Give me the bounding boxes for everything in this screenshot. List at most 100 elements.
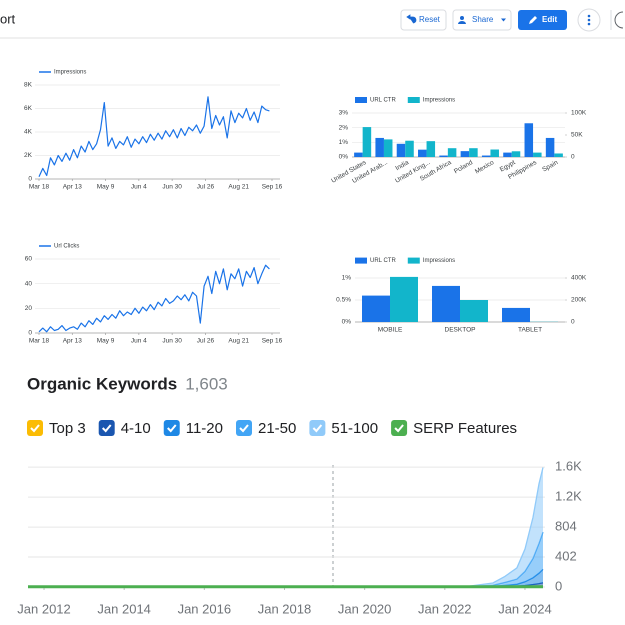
y-tick-label: 4K (24, 129, 33, 136)
x-tick-label: Apr 13 (63, 338, 83, 345)
bar (383, 139, 393, 157)
bar (490, 149, 499, 157)
share-button[interactable]: Share (452, 9, 512, 31)
legend-label: URL CTR (370, 98, 396, 104)
bar (502, 307, 530, 322)
section-title: Organic Keywords (27, 374, 177, 393)
section-count: 1,603 (185, 374, 228, 393)
y-tick-label: 1.2K (555, 489, 582, 504)
legend-toggle[interactable]: 4-10 (98, 420, 151, 437)
legend-label[interactable]: Top 3 (49, 420, 86, 437)
x-tick-label: MOBILE (378, 327, 403, 334)
y2-tick-label: 0 (571, 154, 575, 161)
bar (460, 300, 488, 322)
legend-checkbox[interactable] (391, 420, 408, 436)
series-line (38, 264, 270, 333)
x-tick-label: Sep 16 (262, 338, 283, 345)
bar (405, 140, 414, 157)
x-tick-label: Jan 2012 (17, 601, 71, 616)
legend-swatch (407, 97, 420, 103)
y-tick-label: 0 (555, 578, 562, 593)
legend-toggle[interactable]: 51-100 (309, 420, 378, 437)
legend-check (167, 424, 177, 433)
legend-label: Impressions (54, 70, 86, 76)
x-tick-label: Sep 16 (262, 184, 283, 191)
legend-checkbox[interactable] (98, 420, 115, 436)
cut-off-icon (614, 11, 624, 29)
bar (447, 148, 457, 157)
x-tick-label: Apr 13 (63, 184, 83, 191)
edit-label[interactable]: Edit (542, 15, 557, 24)
bar (524, 123, 534, 157)
bar (362, 295, 390, 322)
bar (432, 285, 460, 322)
y-tick-label: 402 (555, 548, 577, 563)
legend-label: URL CTR (370, 258, 396, 264)
x-tick-label: Jan 2024 (498, 601, 552, 616)
legend-checkbox[interactable] (163, 420, 180, 436)
x-tick-label: Mar 18 (29, 184, 50, 191)
legend-swatch (355, 257, 367, 264)
y-tick-label: 1.6K (555, 459, 582, 474)
x-tick-label: Mar 18 (29, 338, 50, 345)
legend-toggle[interactable]: SERP Features (391, 420, 517, 437)
legend-label: Impressions (423, 258, 455, 264)
y-tick-label: 20 (25, 305, 33, 312)
x-tick-label: Jun 30 (162, 184, 182, 191)
legend-label[interactable]: SERP Features (413, 420, 517, 437)
reset-label[interactable]: Reset (419, 15, 441, 24)
legend-check (101, 424, 112, 433)
y2-tick-label: 100K (571, 110, 587, 117)
y2-tick-label: 0 (571, 319, 575, 326)
legend-check (312, 424, 323, 433)
bar (354, 152, 363, 157)
y-tick-label: 1% (339, 139, 349, 146)
bar (545, 137, 555, 157)
y-tick-label: 40 (25, 280, 33, 287)
legend-label[interactable]: 51-100 (331, 420, 378, 437)
bar (390, 276, 418, 322)
x-tick-label: DESKTOP (445, 327, 476, 334)
y-tick-label: 0 (28, 330, 32, 337)
bar (426, 141, 436, 157)
bar (460, 151, 470, 157)
legend-swatch (407, 257, 420, 264)
legend-toggle[interactable]: 21-50 (236, 420, 296, 437)
legend-swatch (355, 97, 367, 103)
bar (554, 153, 563, 157)
bar (481, 155, 491, 157)
legend-label[interactable]: 11-20 (186, 420, 223, 437)
bar (418, 149, 427, 157)
x-tick-label: Jun 4 (131, 184, 147, 191)
legend-label[interactable]: 21-50 (258, 420, 296, 437)
bar (439, 155, 448, 157)
y2-tick-label: 50K (571, 132, 583, 139)
y-tick-label: 8K (24, 82, 33, 89)
y-tick-label: 3% (339, 110, 349, 117)
y-tick-label: 2% (339, 124, 349, 131)
x-tick-label: Jul 26 (197, 184, 215, 191)
x-tick-label: Aug 21 (228, 338, 249, 345)
x-tick-label: Jun 4 (131, 338, 147, 345)
legend-toggle[interactable]: 11-20 (163, 420, 223, 437)
x-tick-label: Aug 21 (228, 184, 249, 191)
y-tick-label: 0.5% (336, 297, 351, 304)
bar (375, 137, 384, 157)
legend-checkbox[interactable] (236, 420, 252, 436)
legend-checkbox[interactable] (27, 420, 43, 436)
more-button[interactable] (577, 8, 601, 32)
share-label[interactable]: Share (472, 15, 494, 24)
y-tick-label: 6K (24, 105, 33, 112)
edit-button[interactable]: Edit (518, 10, 567, 30)
legend-check (30, 424, 40, 433)
bar (503, 152, 512, 157)
legend-toggle[interactable]: Top 3 (27, 420, 86, 437)
reset-button[interactable]: Reset (400, 9, 447, 31)
legend-label[interactable]: 4-10 (121, 420, 151, 437)
x-tick-label: Jan 2022 (418, 601, 472, 616)
report-title: ort (0, 11, 16, 26)
x-tick-label: Jan 2020 (338, 601, 392, 616)
legend-checkbox[interactable] (309, 420, 326, 436)
y-tick-label: 1% (342, 275, 352, 282)
